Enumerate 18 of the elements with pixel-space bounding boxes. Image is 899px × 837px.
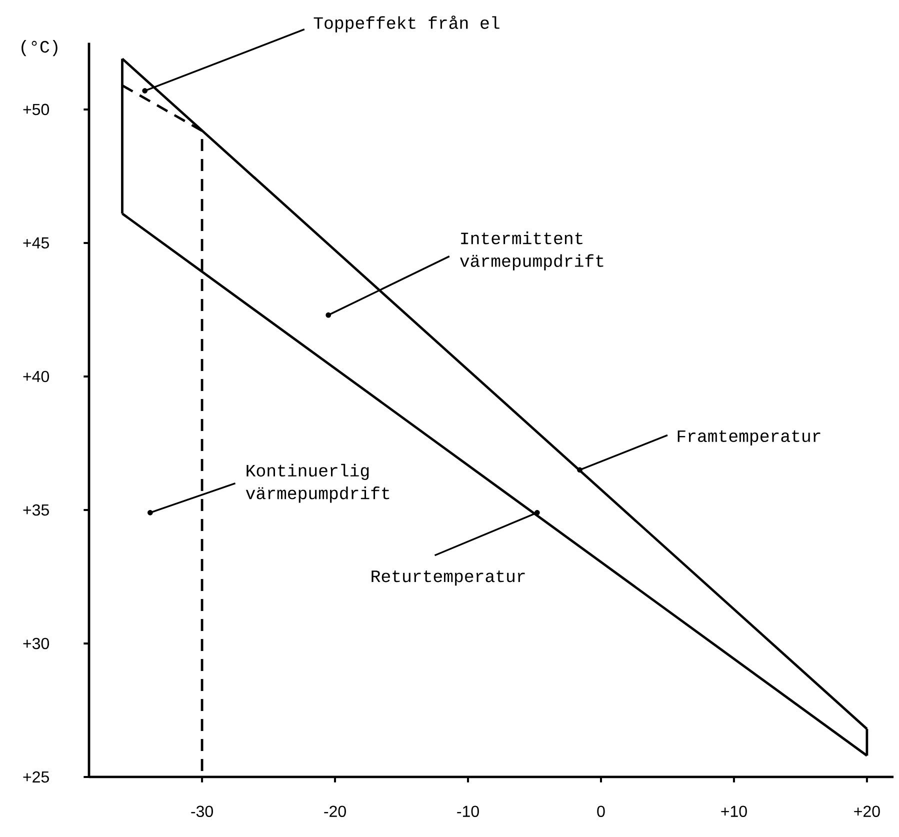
x-tick-label: +20 bbox=[854, 806, 880, 818]
x-tick-label: -10 bbox=[457, 806, 479, 818]
annotation: Kontinuerlig värmepumpdrift bbox=[246, 464, 390, 503]
x-tick-label: -30 bbox=[191, 806, 213, 818]
y-tick-label: +50 bbox=[23, 104, 50, 116]
y-axis-title: (°C) bbox=[22, 40, 58, 56]
x-tick-label: -20 bbox=[324, 806, 346, 818]
annotation: Toppeffekt från el bbox=[314, 16, 500, 32]
annotation: Returtemperatur bbox=[372, 570, 525, 586]
x-tick-label: 0 bbox=[597, 806, 605, 818]
y-tick-label: +45 bbox=[23, 237, 49, 249]
annotation: Framtemperatur bbox=[678, 430, 820, 446]
y-tick-label: +40 bbox=[23, 370, 50, 382]
y-tick-label: +30 bbox=[23, 638, 50, 650]
y-tick-label: +25 bbox=[23, 771, 49, 783]
y-tick-label: +35 bbox=[23, 504, 49, 516]
x-tick-label: +10 bbox=[721, 806, 747, 818]
annotation: Intermittent värmepumpdrift bbox=[460, 232, 604, 270]
